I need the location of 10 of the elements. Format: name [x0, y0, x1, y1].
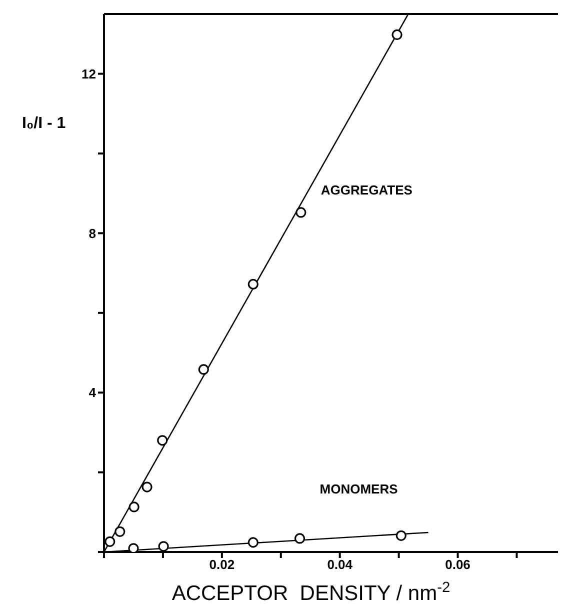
series-label: AGGREGATES — [320, 182, 413, 198]
x-tick-label: 0.02 — [209, 557, 235, 572]
x-tick-label: 0.06 — [445, 557, 470, 572]
y-tick-label: 12 — [82, 66, 96, 82]
y-tick-label: 4 — [88, 385, 97, 400]
x-tick-label: 0.04 — [327, 557, 354, 572]
x-axis-title: ACCEPTOR DENSITY / nm$^{-2}$ — [172, 580, 450, 605]
text: MONOMERS — [320, 481, 398, 496]
y-tick-label: 8 — [88, 226, 96, 241]
y-axis-title: I₀/I - 1 — [22, 115, 66, 132]
